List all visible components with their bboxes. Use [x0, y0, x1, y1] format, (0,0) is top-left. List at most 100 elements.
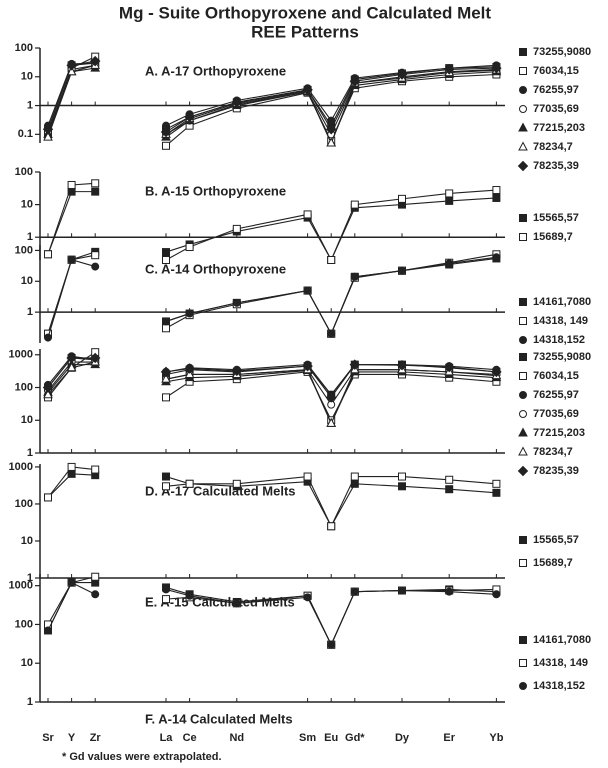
marker [519, 659, 527, 667]
y-tick-label: 1000 [9, 580, 33, 592]
marker [303, 593, 312, 602]
marker [396, 69, 408, 80]
y-tick-label: 100 [15, 166, 33, 178]
marker [443, 361, 455, 373]
marker [303, 286, 312, 295]
marker [89, 352, 101, 364]
series-line [47, 64, 96, 138]
y-tick-label: 10 [21, 657, 33, 669]
y-tick-label: 1000 [9, 349, 33, 361]
marker [519, 86, 527, 94]
marker [232, 479, 241, 488]
marker [445, 259, 454, 268]
legend-label: 78234,7 [533, 141, 573, 153]
marker [91, 590, 100, 599]
legend-label: 14318,152 [533, 334, 585, 346]
legend-label: 15689,7 [533, 231, 573, 243]
y-tick-label: 100 [15, 618, 33, 630]
marker [162, 317, 170, 326]
marker [44, 626, 52, 635]
marker [445, 485, 454, 494]
series-line [47, 581, 96, 631]
marker [445, 587, 454, 596]
y-tick-label: 100 [15, 498, 33, 510]
legend-label: 73255,9080 [533, 46, 591, 58]
x-tick-label: Sm [299, 732, 316, 744]
y-tick-label: 10 [21, 414, 33, 426]
marker [519, 48, 527, 56]
y-tick-label: 10 [21, 71, 33, 83]
y-tick-label: 100 [15, 381, 33, 393]
marker [445, 475, 454, 484]
marker [162, 585, 170, 594]
x-tick-label: Zr [90, 732, 102, 744]
marker [519, 391, 527, 399]
x-tick-label: Ce [183, 732, 197, 744]
chart-title: Mg - Suite Orthopyroxene and Calculated … [119, 3, 491, 22]
marker [445, 189, 454, 198]
legend-label: 73255,9080 [533, 351, 591, 363]
legend-label: 77215,203 [533, 122, 585, 134]
legend-label: 78235,39 [533, 465, 579, 477]
legend-label: 77035,69 [533, 408, 579, 420]
marker [492, 193, 501, 202]
marker [327, 329, 336, 338]
marker [91, 262, 100, 271]
legend-label: 14318,152 [533, 680, 585, 692]
marker [519, 636, 527, 644]
legend-label: 15565,57 [533, 212, 579, 224]
marker [302, 84, 313, 96]
marker [519, 336, 527, 344]
legend-label: 76255,97 [533, 389, 579, 401]
marker [231, 365, 243, 377]
marker [326, 137, 337, 147]
panel-label: C. A-14 Orthopyroxene [145, 261, 286, 276]
marker [184, 111, 195, 123]
x-tick-label: Dy [395, 732, 410, 744]
marker [492, 479, 501, 488]
legend-label: 76255,97 [533, 84, 579, 96]
marker [91, 187, 100, 196]
marker [443, 64, 455, 75]
panel-label: F. A-14 Calculated Melts [145, 711, 293, 726]
legend-label: 78235,39 [533, 160, 579, 172]
series-line [47, 67, 96, 135]
marker [519, 214, 527, 222]
marker [43, 131, 53, 141]
marker [185, 591, 194, 600]
panel-label: D. A-17 Calculated Melts [145, 483, 296, 498]
marker [518, 427, 528, 437]
marker [160, 366, 172, 378]
marker [350, 472, 359, 481]
y-tick-label: 1 [27, 572, 33, 584]
marker [232, 298, 241, 307]
marker [162, 482, 170, 491]
marker [184, 363, 195, 374]
y-tick-label: 1 [27, 306, 33, 318]
marker [303, 210, 312, 219]
marker [398, 266, 406, 275]
marker [231, 97, 243, 108]
marker [519, 105, 527, 113]
marker [162, 324, 170, 333]
chart-title: REE Patterns [251, 22, 359, 41]
marker [517, 465, 529, 477]
marker [162, 472, 170, 481]
x-tick-label: La [160, 732, 174, 744]
y-tick-label: 1 [27, 447, 33, 459]
marker [327, 256, 336, 264]
marker [67, 469, 76, 478]
marker [232, 599, 241, 608]
marker [162, 248, 170, 257]
x-tick-label: Sr [42, 732, 54, 744]
marker [350, 272, 359, 281]
marker [519, 682, 527, 690]
marker [66, 60, 77, 71]
marker [396, 359, 408, 371]
legend-label: 76034,15 [533, 65, 579, 77]
marker [492, 590, 501, 599]
marker [185, 309, 194, 318]
marker [67, 578, 76, 587]
x-tick-label: Er [443, 732, 455, 744]
marker [42, 382, 54, 393]
